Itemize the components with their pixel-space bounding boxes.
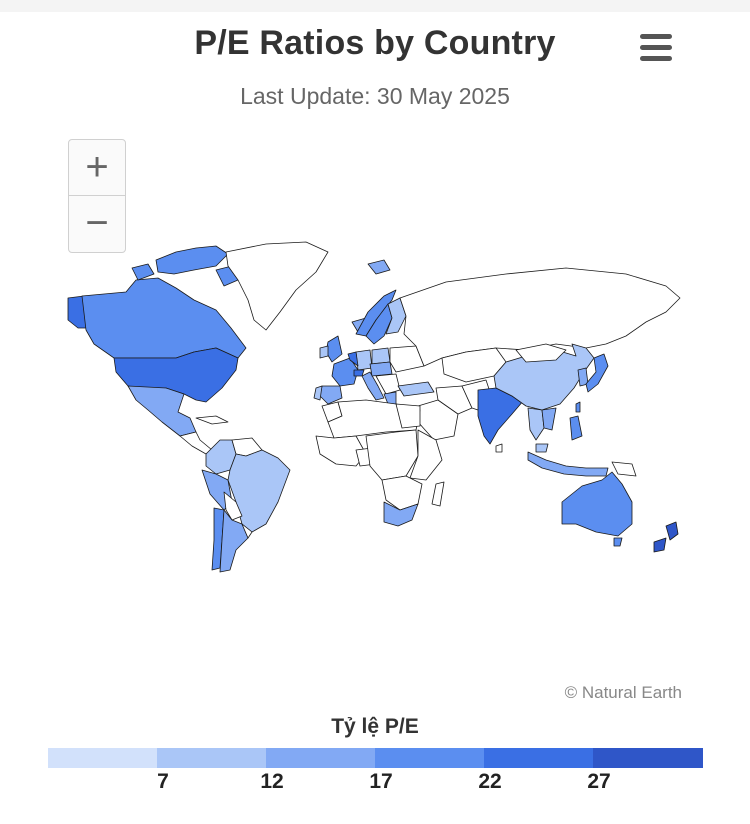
country-central-europe[interactable] — [369, 361, 393, 377]
hamburger-menu-icon — [640, 34, 672, 39]
zoom-control: + − — [68, 139, 126, 253]
country-greenland[interactable] — [225, 241, 329, 331]
legend-class-1[interactable] — [157, 748, 267, 768]
country-taiwan[interactable] — [575, 401, 581, 413]
country-tasmania[interactable] — [613, 537, 623, 547]
country-benelux[interactable] — [347, 351, 359, 367]
country-japan[interactable] — [585, 353, 609, 393]
legend-title: Tỷ lệ P/E — [331, 715, 419, 738]
country-greece[interactable] — [383, 391, 397, 405]
country-canada-islands-2[interactable] — [131, 263, 155, 281]
legend-tick-label: 22 — [478, 770, 502, 793]
country-portugal[interactable] — [313, 385, 323, 401]
country-argentina[interactable] — [219, 509, 249, 573]
country-australia[interactable] — [561, 471, 633, 537]
country-mongolia[interactable] — [515, 343, 567, 363]
country-madagascar[interactable] — [431, 481, 445, 507]
country-central-america[interactable] — [179, 431, 213, 455]
country-sri-lanka[interactable] — [495, 443, 503, 453]
legend-class-4[interactable] — [484, 748, 594, 768]
country-uruguay[interactable] — [241, 523, 253, 539]
country-italy[interactable] — [361, 371, 385, 401]
country-ireland[interactable] — [319, 345, 329, 359]
legend-class-5[interactable] — [593, 748, 703, 768]
legend-tick-label: 12 — [260, 770, 284, 793]
country-cuba[interactable] — [195, 415, 229, 425]
country-philippines[interactable] — [569, 415, 583, 441]
country-south-africa[interactable] — [383, 501, 419, 527]
country-canada-islands[interactable] — [155, 245, 229, 275]
country-malaysia[interactable] — [535, 443, 549, 453]
hamburger-menu-icon-line — [640, 56, 672, 61]
menu-button[interactable] — [636, 30, 676, 66]
country-poland[interactable] — [371, 347, 391, 365]
legend-tick-label: 17 — [369, 770, 393, 793]
country-indonesia[interactable] — [527, 451, 609, 477]
top-divider — [0, 0, 750, 12]
chart-subtitle: Last Update: 30 May 2025 — [240, 83, 510, 109]
country-thailand[interactable] — [527, 407, 545, 441]
country-new-zealand-south[interactable] — [653, 537, 667, 553]
chart-title: P/E Ratios by Country — [194, 24, 556, 62]
country-brazil[interactable] — [227, 449, 291, 533]
country-papua-new-guinea[interactable] — [611, 461, 637, 477]
country-bolivia[interactable] — [223, 491, 243, 521]
country-east-africa[interactable] — [409, 429, 443, 481]
world-map[interactable] — [66, 240, 684, 580]
country-russia[interactable] — [399, 267, 681, 367]
country-germany[interactable] — [355, 349, 373, 371]
country-turkey[interactable] — [397, 381, 435, 397]
country-ukraine[interactable] — [389, 345, 425, 373]
country-central-africa[interactable] — [365, 429, 419, 481]
country-svalbard[interactable] — [367, 259, 391, 275]
legend-class-0[interactable] — [48, 748, 158, 768]
country-spain[interactable] — [319, 385, 343, 405]
country-vietnam[interactable] — [541, 407, 557, 431]
country-egypt[interactable] — [395, 403, 421, 429]
country-iran[interactable] — [435, 385, 473, 415]
legend-class-3[interactable] — [375, 748, 485, 768]
legend-tick-label: 27 — [587, 770, 611, 793]
zoom-in-button[interactable]: + — [69, 140, 125, 196]
zoom-out-button[interactable]: − — [85, 201, 109, 245]
hamburger-menu-icon-line — [640, 45, 672, 50]
country-canada[interactable] — [81, 277, 247, 359]
country-switzerland[interactable] — [353, 369, 365, 377]
legend-class-2[interactable] — [266, 748, 376, 768]
country-new-zealand[interactable] — [665, 521, 679, 541]
legend-tick-label: 7 — [157, 770, 169, 793]
color-legend — [48, 748, 703, 768]
map-credit[interactable]: © Natural Earth — [564, 683, 682, 702]
